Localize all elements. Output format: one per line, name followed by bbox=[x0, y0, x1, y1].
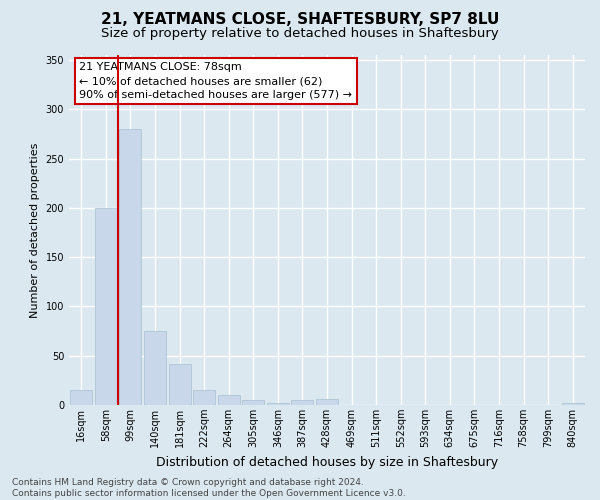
Bar bbox=[144, 331, 166, 405]
Bar bbox=[292, 400, 313, 405]
Bar bbox=[70, 390, 92, 405]
Bar bbox=[193, 390, 215, 405]
Bar bbox=[218, 395, 240, 405]
Bar bbox=[242, 400, 265, 405]
Y-axis label: Number of detached properties: Number of detached properties bbox=[30, 142, 40, 318]
Bar bbox=[95, 208, 117, 405]
Bar bbox=[562, 403, 584, 405]
Bar bbox=[119, 129, 142, 405]
Bar bbox=[169, 364, 191, 405]
Text: 21 YEATMANS CLOSE: 78sqm
← 10% of detached houses are smaller (62)
90% of semi-d: 21 YEATMANS CLOSE: 78sqm ← 10% of detach… bbox=[79, 62, 352, 100]
Bar bbox=[316, 399, 338, 405]
Text: Contains HM Land Registry data © Crown copyright and database right 2024.
Contai: Contains HM Land Registry data © Crown c… bbox=[12, 478, 406, 498]
X-axis label: Distribution of detached houses by size in Shaftesbury: Distribution of detached houses by size … bbox=[156, 456, 498, 468]
Text: Size of property relative to detached houses in Shaftesbury: Size of property relative to detached ho… bbox=[101, 28, 499, 40]
Bar bbox=[267, 403, 289, 405]
Text: 21, YEATMANS CLOSE, SHAFTESBURY, SP7 8LU: 21, YEATMANS CLOSE, SHAFTESBURY, SP7 8LU bbox=[101, 12, 499, 28]
